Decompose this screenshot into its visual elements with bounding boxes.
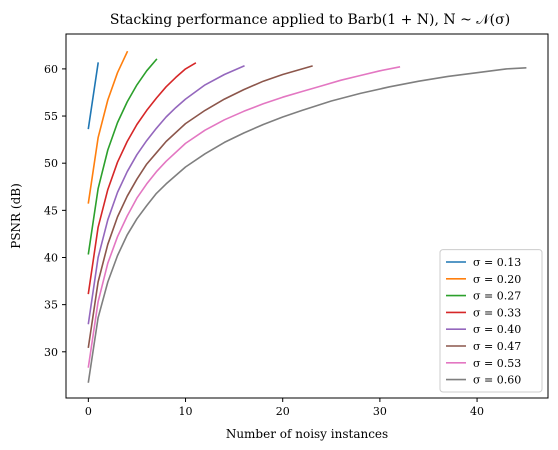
y-tick-label-2: 40 [44, 251, 58, 264]
series-line-5 [87, 65, 313, 349]
legend-label-1: σ = 0.20 [473, 273, 521, 286]
y-tick-label-4: 50 [44, 157, 58, 170]
y-tick-label-1: 35 [44, 299, 58, 312]
chart-title: Stacking performance applied to Barb(1 +… [110, 12, 510, 28]
legend-label-2: σ = 0.27 [473, 290, 521, 303]
x-tick-label-0: 0 [85, 405, 92, 418]
x-tick-label-4: 40 [470, 405, 484, 418]
y-tick-label-6: 60 [44, 63, 58, 76]
x-axis-label: Number of noisy instances [226, 427, 388, 441]
plot-frame [65, 33, 549, 399]
axis-ticks: 0 10 20 30 40 30 35 40 45 50 55 60 [44, 63, 484, 418]
x-tick-label-1: 10 [179, 405, 193, 418]
series-line-0 [87, 62, 100, 130]
x-tick-label-2: 20 [276, 405, 290, 418]
y-axis-label: PSNR (dB) [9, 183, 23, 249]
series-line-3 [87, 62, 197, 295]
series-line-6 [87, 66, 401, 368]
legend-label-5: σ = 0.47 [473, 340, 521, 353]
legend-label-0: σ = 0.13 [473, 256, 521, 269]
series-line-7 [87, 67, 527, 383]
x-tick-label-3: 30 [373, 405, 387, 418]
series-line-1 [87, 50, 129, 204]
plot-area [87, 50, 527, 383]
legend-label-6: σ = 0.53 [473, 357, 521, 370]
legend: σ = 0.13 σ = 0.20 σ = 0.27 σ = 0.33 σ = 0.40… [439, 249, 543, 393]
y-tick-label-0: 30 [44, 346, 58, 359]
legend-label-4: σ = 0.40 [473, 323, 521, 336]
series-line-4 [87, 65, 245, 325]
series-line-2 [87, 58, 158, 255]
legend-label-7: σ = 0.60 [473, 374, 521, 387]
legend-box [439, 249, 543, 393]
y-tick-label-3: 45 [44, 204, 58, 217]
legend-label-3: σ = 0.33 [473, 306, 521, 319]
y-tick-label-5: 55 [44, 110, 58, 123]
